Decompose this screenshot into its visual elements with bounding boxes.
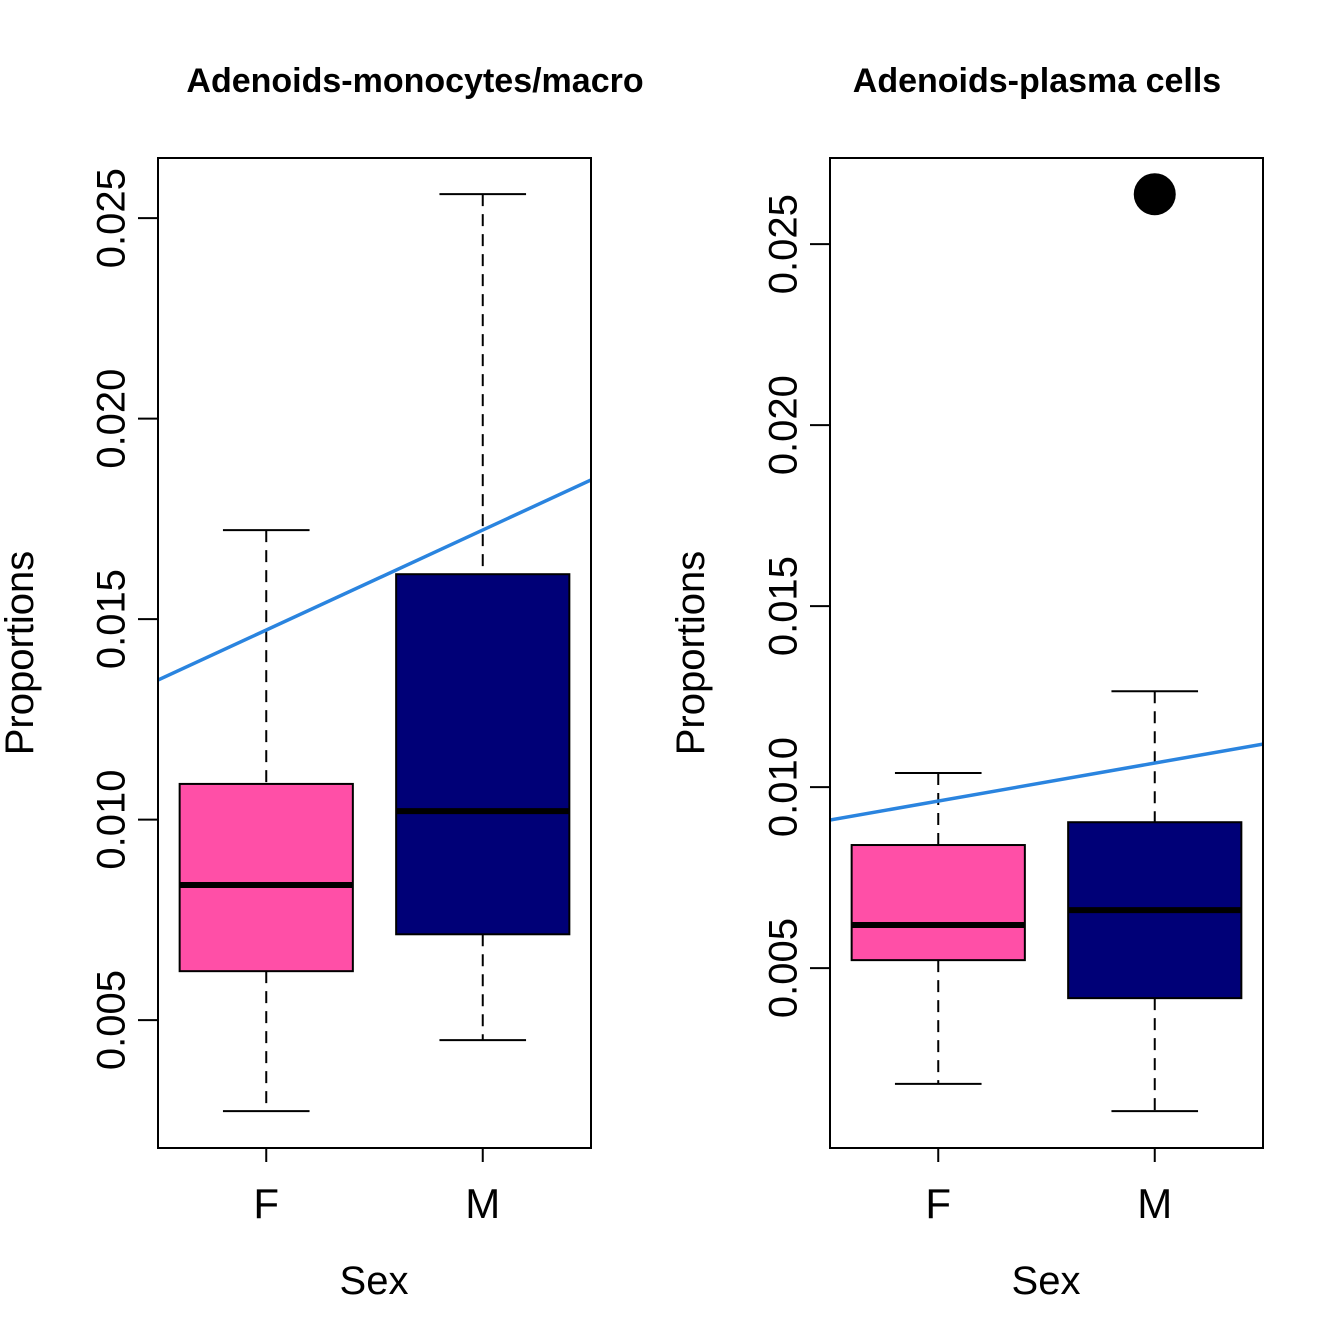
box-M (1067, 173, 1243, 1113)
y-tick-label: 0.010 (762, 737, 806, 837)
trend-line (830, 742, 1263, 822)
iqr-box (395, 573, 571, 936)
y-tick-label: 0.020 (762, 375, 806, 475)
y-tick-label: 0.015 (762, 556, 806, 656)
plot-frame (829, 157, 1264, 1149)
panel-title: Adenoids-monocytes/macro (186, 62, 643, 100)
y-tick-label: 0.010 (90, 770, 134, 870)
plot-frame (157, 157, 592, 1149)
iqr-box (178, 782, 354, 973)
y-tick-label: 0.005 (90, 970, 134, 1070)
x-axis-label: Sex (1012, 1259, 1081, 1303)
x-tick-label: F (925, 1180, 951, 1227)
panel-plasma-cells: Adenoids-plasma cells Proportions Sex F M… (669, 62, 1264, 1303)
outlier-point (1133, 173, 1176, 216)
y-axis-label: Proportions (669, 551, 713, 756)
x-tick-label: F (253, 1180, 279, 1227)
y-tick-label: 0.025 (762, 194, 806, 294)
box-M (395, 193, 571, 1042)
trend-line (158, 478, 591, 682)
x-tick-label: M (465, 1180, 500, 1227)
y-tick-label: 0.020 (90, 369, 134, 469)
x-tick-label: M (1137, 1180, 1172, 1227)
y-tick-label: 0.015 (90, 569, 134, 669)
y-tick-label: 0.025 (90, 168, 134, 268)
panel-monocytes-macro: Adenoids-monocytes/macro Proportions Sex… (0, 62, 644, 1303)
y-axis-label: Proportions (0, 551, 42, 756)
iqr-box (850, 844, 1026, 962)
box-F (850, 771, 1026, 1085)
panel-title: Adenoids-plasma cells (853, 62, 1221, 100)
box-F (178, 529, 354, 1113)
y-tick-label: 0.005 (762, 918, 806, 1018)
x-axis-label: Sex (340, 1259, 409, 1303)
